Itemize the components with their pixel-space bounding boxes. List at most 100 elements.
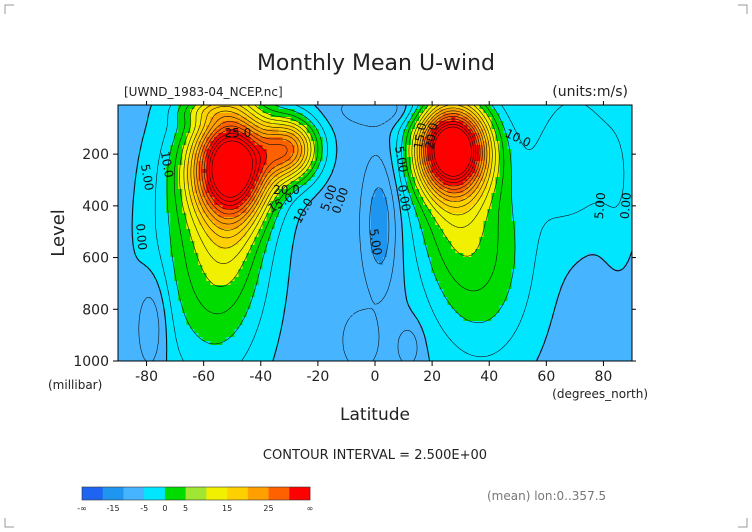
contour-fill-cell [503, 245, 509, 250]
contour-fill-cell [559, 121, 565, 126]
contour-fill-cell [206, 249, 211, 254]
contour-fill-cell [523, 257, 529, 262]
contour-fill-cell [451, 249, 456, 254]
contour-fill-cell [354, 209, 360, 214]
contour-fill-cell [555, 257, 561, 262]
contour-fill-cell [627, 137, 632, 142]
contour-fill-cell [222, 241, 228, 246]
contour-fill-cell [178, 185, 183, 190]
contour-fill-cell [190, 221, 195, 226]
contour-fill-cell [443, 209, 448, 214]
contour-fill-cell [298, 181, 304, 186]
contour-fill-cell [603, 245, 609, 250]
contour-fill-cell [539, 121, 545, 126]
contour-fill-cell [274, 225, 280, 230]
contour-fill-cell [599, 149, 605, 154]
contour-fill-cell [246, 145, 252, 150]
contour-fill-cell [435, 141, 440, 146]
contour-fill-cell [270, 209, 276, 214]
contour-fill-cell [342, 193, 348, 198]
contour-fill-cell [350, 253, 356, 258]
contour-fill-cell [138, 109, 143, 114]
contour-fill-cell [318, 225, 324, 230]
contour-fill-cell [258, 165, 264, 170]
contour-fill-cell [627, 245, 632, 250]
contour-fill-cell [571, 169, 577, 174]
contour-fill-cell [178, 217, 183, 222]
contour-fill-cell [503, 197, 509, 202]
contour-fill-cell [435, 241, 440, 246]
contour-fill-cell [411, 193, 416, 198]
contour-fill-cell [627, 133, 632, 138]
contour-fill-cell [202, 169, 207, 174]
contour-fill-cell [318, 141, 324, 146]
contour-fill-cell [491, 109, 497, 114]
contour-fill-cell [603, 173, 609, 178]
contour-fill-cell [587, 257, 593, 262]
contour-fill-cell [122, 209, 127, 214]
contour-fill-cell [134, 189, 139, 194]
contour-fill-cell [310, 109, 316, 114]
contour-fill-cell [206, 113, 211, 118]
contour-fill-cell [507, 109, 513, 114]
contour-fill-cell [383, 173, 388, 178]
contour-fill-cell [150, 105, 155, 110]
contour-fill-cell [270, 157, 276, 162]
contour-fill-cell [330, 205, 336, 210]
contour-fill-cell [286, 133, 292, 138]
contour-fill-cell [226, 129, 232, 134]
contour-fill-cell [126, 189, 131, 194]
contour-fill-cell [222, 233, 228, 238]
contour-fill-cell [222, 209, 228, 214]
contour-fill-cell [483, 173, 489, 178]
contour-fill-cell [563, 213, 569, 218]
contour-fill-cell [499, 109, 505, 114]
contour-fill-cell [150, 157, 155, 162]
contour-fill-cell [515, 185, 521, 190]
contour-fill-cell [366, 185, 372, 190]
contour-fill-cell [439, 205, 444, 210]
contour-fill-cell [278, 229, 284, 234]
contour-fill-cell [310, 117, 316, 122]
contour-fill-cell [342, 165, 348, 170]
contour-fill-cell [350, 249, 356, 254]
contour-fill-cell [118, 241, 123, 246]
contour-fill-cell [302, 117, 308, 122]
contour-fill-cell [627, 225, 632, 230]
contour-fill-cell [310, 217, 316, 222]
contour-fill-cell [234, 181, 240, 186]
contour-fill-cell [162, 241, 167, 246]
contour-fill-cell [399, 257, 404, 262]
contour-fill-cell [563, 133, 569, 138]
contour-fill-cell [210, 241, 215, 246]
contour-fill-cell [362, 245, 368, 250]
contour-fill-cell [246, 205, 252, 210]
contour-fill-cell [202, 157, 207, 162]
contour-fill-cell [539, 177, 545, 182]
contour-fill-cell [266, 153, 272, 158]
contour-fill-cell [146, 165, 151, 170]
contour-fill-cell [170, 193, 175, 198]
contour-fill-cell [190, 233, 195, 238]
contour-fill-cell [366, 213, 372, 218]
contour-fill-cell [198, 153, 203, 158]
contour-fill-cell [539, 169, 545, 174]
contour-fill-cell [170, 245, 175, 250]
contour-fill-cell [551, 205, 557, 210]
contour-fill-cell [302, 257, 308, 262]
contour-fill-cell [535, 121, 541, 126]
contour-fill-cell [595, 189, 601, 194]
contour-fill-cell [551, 229, 557, 234]
contour-fill-cell [318, 193, 324, 198]
contour-fill-cell [338, 197, 344, 202]
contour-fill-cell [583, 189, 589, 194]
contour-fill-cell [134, 161, 139, 166]
contour-fill-cell [214, 117, 219, 122]
contour-fill-cell [583, 121, 589, 126]
contour-fill-cell [334, 189, 340, 194]
contour-fill-cell [571, 145, 577, 150]
contour-fill-cell [483, 141, 489, 146]
contour-fill-cell [547, 121, 553, 126]
contour-fill-cell [491, 169, 497, 174]
contour-fill-cell [583, 201, 589, 206]
